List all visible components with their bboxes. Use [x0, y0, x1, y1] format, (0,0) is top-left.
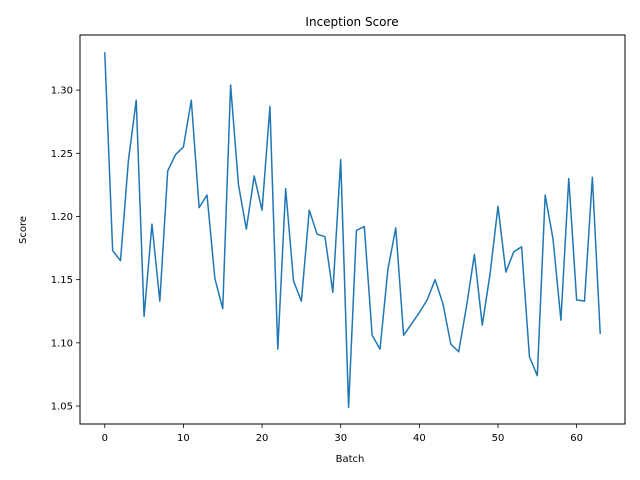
y-tick-label: 1.05	[51, 402, 73, 413]
x-tick-label: 50	[492, 433, 505, 444]
y-tick-label: 1.30	[51, 86, 73, 97]
y-axis-label: Score	[18, 216, 29, 244]
y-tick-label: 1.15	[51, 275, 73, 286]
y-tick-label: 1.10	[51, 338, 73, 349]
y-tick-label: 1.20	[51, 212, 73, 223]
axes-frame	[79, 34, 626, 425]
x-axis: 0 10 20 30 40 50 60	[102, 424, 583, 444]
y-tick-label: 1.25	[51, 149, 73, 160]
plot-area	[104, 52, 601, 409]
x-tick-label: 40	[413, 433, 426, 444]
x-axis-label: Batch	[336, 454, 365, 465]
x-tick-label: 10	[177, 433, 190, 444]
x-tick-label: 0	[102, 433, 108, 444]
x-tick-label: 30	[334, 433, 347, 444]
y-axis: 1.05 1.10 1.15 1.20 1.25 1.30	[51, 86, 80, 413]
x-tick-label: 20	[256, 433, 269, 444]
series-line	[104, 52, 601, 409]
chart-title: Inception Score	[305, 15, 398, 29]
x-tick-label: 60	[570, 433, 583, 444]
